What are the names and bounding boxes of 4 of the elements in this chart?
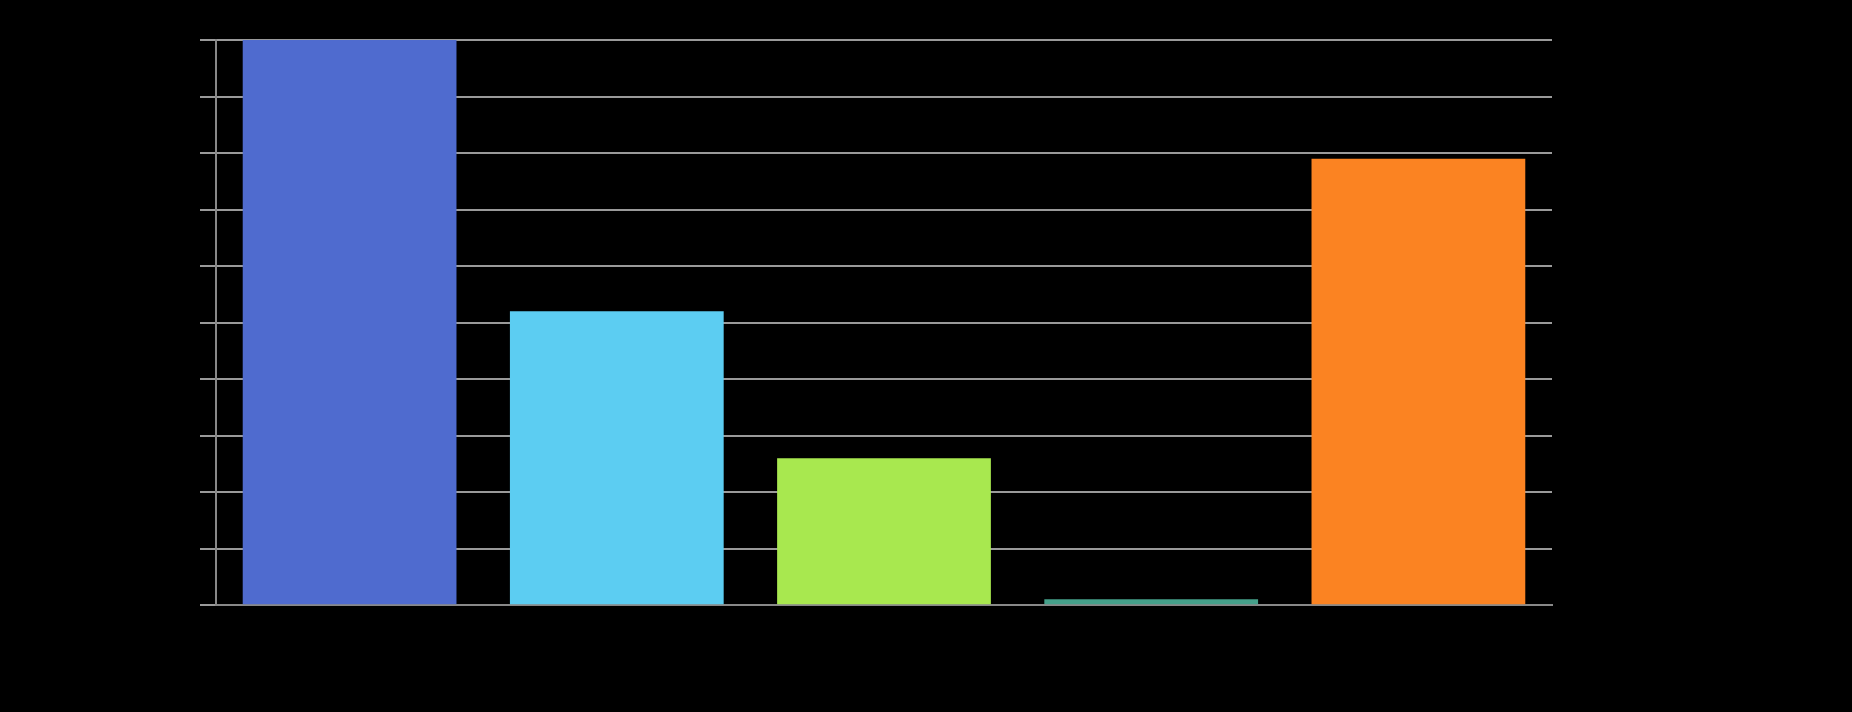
bar: [777, 458, 991, 605]
bar: [509, 311, 724, 605]
bar: [1311, 158, 1526, 605]
bar: [242, 40, 457, 605]
